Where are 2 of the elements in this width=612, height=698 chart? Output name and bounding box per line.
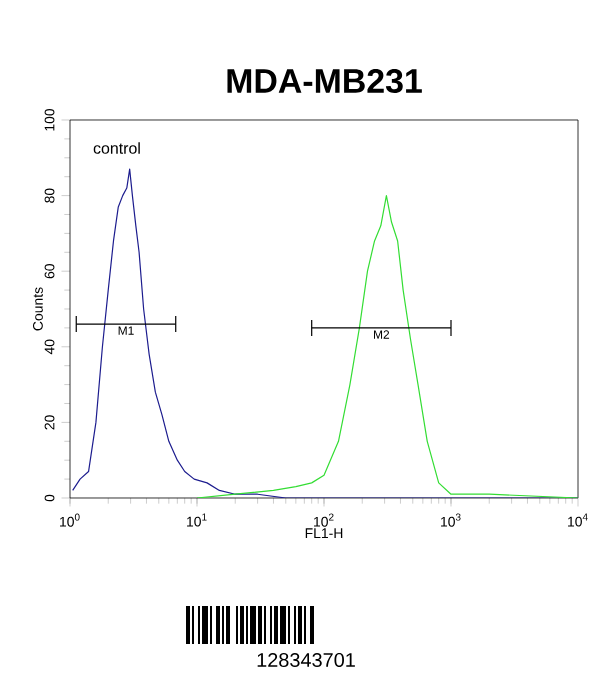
chart-title: MDA-MB231 <box>227 68 422 94</box>
text: 128343701 <box>257 652 355 668</box>
